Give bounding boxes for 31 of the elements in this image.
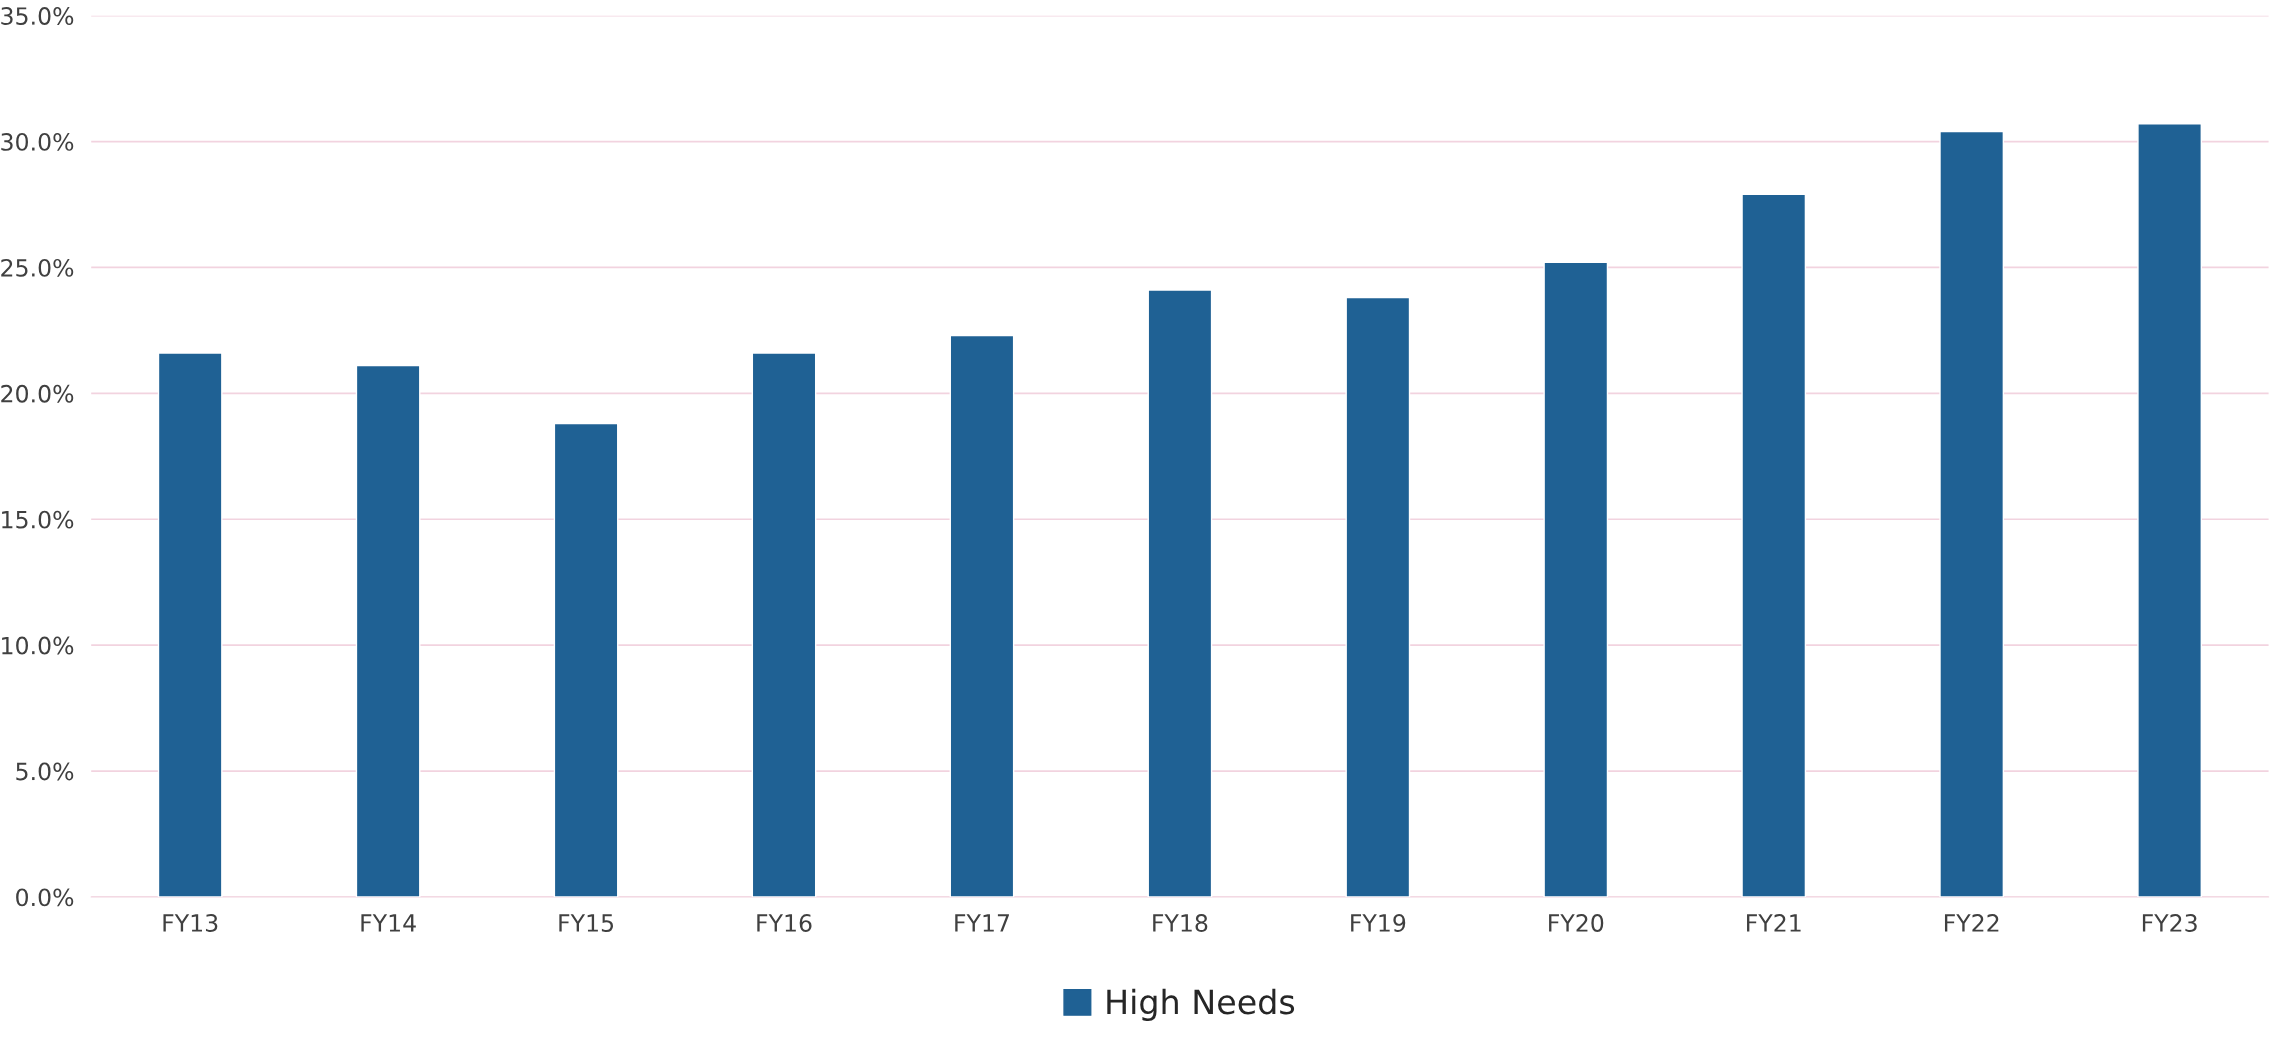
bar	[157, 352, 223, 897]
bar	[1147, 289, 1213, 897]
y-tick-label: 35.0%	[1, 7, 74, 25]
y-tick-label: 5.0%	[16, 762, 74, 781]
x-tick-label: FY15	[559, 914, 614, 932]
x-tick-label: FY19	[1351, 914, 1406, 932]
y-tick-label: 10.0%	[2, 636, 74, 655]
x-tick-label: FY16	[757, 914, 812, 932]
y-tick-label: 0.0%	[16, 888, 74, 907]
y-tick-label: 30.0%	[1, 133, 74, 151]
y-tick-label: 15.0%	[2, 510, 74, 529]
x-tick-label: FY18	[1153, 914, 1208, 932]
y-tick-label: 25.0%	[1, 258, 74, 277]
x-tick-label: FY21	[1747, 914, 1801, 932]
x-tick-label: FY23	[2142, 914, 2197, 932]
x-tick-label: FY20	[1549, 914, 1604, 932]
x-tick-label: FY14	[361, 914, 416, 932]
y-tick-label: 20.0%	[1, 384, 74, 403]
bar	[1543, 261, 1609, 897]
bar	[1939, 130, 2005, 897]
bar	[2137, 123, 2202, 897]
legend-label: High Needs	[1107, 988, 1295, 1021]
bar	[751, 352, 817, 897]
bar	[1741, 193, 1807, 897]
x-tick-label: FY13	[163, 914, 218, 932]
bar	[1345, 296, 1411, 897]
bar	[949, 334, 1015, 897]
bar	[553, 422, 619, 897]
bar	[355, 364, 421, 897]
x-tick-label: FY17	[955, 914, 1009, 932]
x-tick-label: FY22	[1944, 914, 1999, 932]
